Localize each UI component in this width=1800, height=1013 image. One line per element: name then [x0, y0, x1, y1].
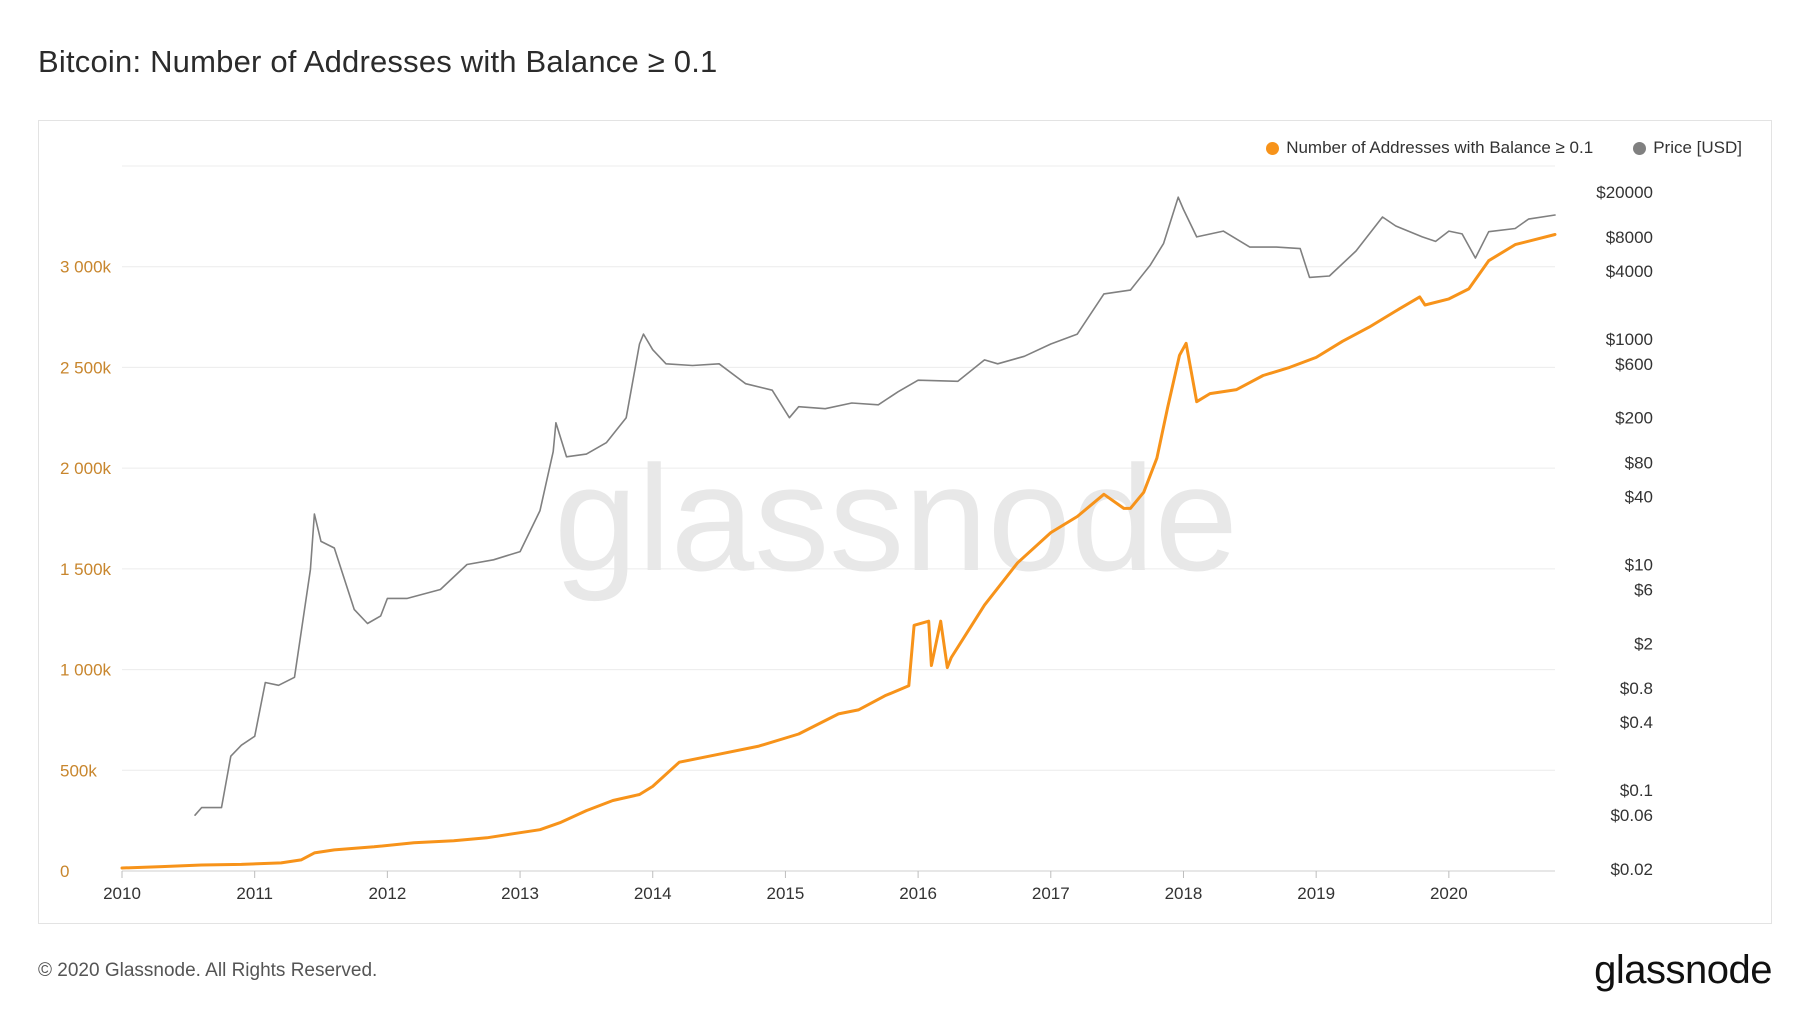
legend-label-price: Price [USD] — [1653, 138, 1742, 157]
left-axis-ticks: 0 500k 1 000k 1 500k 2 000k 2 500k 3 000k — [60, 258, 112, 881]
series-layer — [120, 196, 1557, 870]
legend-dot-gray — [1633, 141, 1647, 155]
copyright-text: © 2020 Glassnode. All Rights Reserved. — [38, 960, 378, 981]
x-tick-label: 2012 — [368, 884, 406, 903]
x-tick-label: 2014 — [634, 884, 672, 903]
left-tick-label: 500k — [60, 761, 97, 780]
left-tick-label: 1 000k — [60, 661, 112, 680]
legend: Number of Addresses with Balance ≥ 0.1 P… — [1266, 138, 1742, 158]
right-tick-label: $20000 — [1596, 183, 1653, 202]
left-tick-label: 2 500k — [60, 358, 112, 377]
right-tick-label: $0.4 — [1620, 713, 1653, 732]
left-tick-label: 3 000k — [60, 258, 112, 277]
right-tick-label: $1000 — [1606, 330, 1653, 349]
right-tick-label: $8000 — [1606, 228, 1653, 247]
x-tick-label: 2015 — [767, 884, 805, 903]
right-tick-label: $40 — [1625, 488, 1653, 507]
chart-title: Bitcoin: Number of Addresses with Balanc… — [38, 44, 718, 79]
right-tick-label: $6 — [1634, 580, 1653, 599]
right-tick-label: $0.1 — [1620, 781, 1653, 800]
right-axis-ticks: $20000 $8000 $4000 $1000 $600 $200 $80 $40 $10 $6… — [1596, 183, 1653, 879]
x-tick-label: 2016 — [899, 884, 937, 903]
glassnode-logo: glassnode — [1594, 948, 1772, 992]
legend-item-addresses[interactable]: Number of Addresses with Balance ≥ 0.1 — [1266, 138, 1593, 158]
left-tick-label: 0 — [60, 862, 69, 881]
legend-dot-orange — [1266, 141, 1280, 155]
addresses-series-line — [120, 233, 1557, 870]
x-tick-label: 2010 — [103, 884, 141, 903]
right-tick-label: $200 — [1615, 409, 1653, 428]
right-tick-label: $10 — [1625, 555, 1653, 574]
chart-panel — [38, 120, 1772, 924]
x-tick-label: 2011 — [236, 884, 273, 903]
x-tick-label: 2020 — [1430, 884, 1468, 903]
x-tick-label: 2017 — [1032, 884, 1070, 903]
x-axis-ticks: 2010 2011 2012 2013 2014 2015 2016 2017 2018 2019… — [103, 870, 1555, 903]
left-tick-label: 2 000k — [60, 459, 112, 478]
right-tick-label: $0.02 — [1610, 860, 1653, 879]
x-tick-label: 2013 — [501, 884, 539, 903]
watermark-text: glassnode — [554, 434, 1238, 602]
left-tick-label: 1 500k — [60, 560, 112, 579]
price-series-line — [194, 196, 1556, 817]
right-tick-label: $4000 — [1606, 262, 1653, 281]
legend-item-price[interactable]: Price [USD] — [1633, 138, 1742, 158]
right-tick-label: $600 — [1615, 355, 1653, 374]
right-tick-label: $0.8 — [1620, 679, 1653, 698]
right-tick-label: $2 — [1634, 634, 1653, 653]
legend-label-addresses: Number of Addresses with Balance ≥ 0.1 — [1286, 138, 1594, 157]
x-tick-label: 2019 — [1297, 884, 1335, 903]
right-tick-label: $80 — [1625, 454, 1653, 473]
right-tick-label: $0.06 — [1610, 806, 1653, 825]
x-tick-label: 2018 — [1165, 884, 1203, 903]
